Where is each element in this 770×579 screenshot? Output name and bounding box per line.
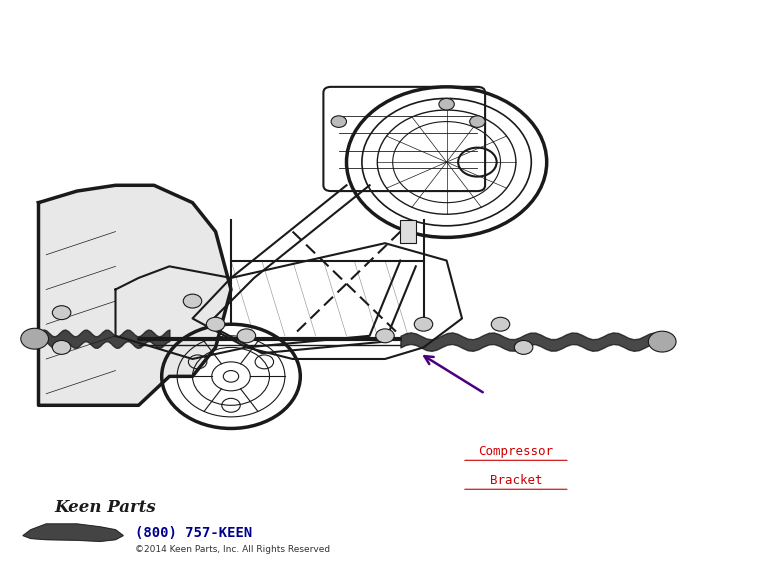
Circle shape [648, 331, 676, 352]
Text: Bracket: Bracket [490, 474, 542, 487]
Circle shape [183, 294, 202, 308]
Text: (800) 757-KEEN: (800) 757-KEEN [135, 526, 252, 540]
Circle shape [237, 329, 256, 343]
Circle shape [331, 116, 347, 127]
Circle shape [470, 116, 485, 127]
Circle shape [376, 329, 394, 343]
Polygon shape [400, 220, 416, 243]
Circle shape [52, 340, 71, 354]
Circle shape [52, 306, 71, 320]
Circle shape [414, 317, 433, 331]
Text: ©2014 Keen Parts, Inc. All Rights Reserved: ©2014 Keen Parts, Inc. All Rights Reserv… [135, 545, 330, 554]
Polygon shape [38, 185, 231, 405]
Circle shape [21, 328, 49, 349]
Text: Keen Parts: Keen Parts [54, 500, 156, 516]
Polygon shape [23, 524, 123, 541]
Text: Compressor: Compressor [478, 445, 554, 458]
Circle shape [206, 317, 225, 331]
Circle shape [439, 98, 454, 110]
Circle shape [514, 340, 533, 354]
Circle shape [491, 317, 510, 331]
